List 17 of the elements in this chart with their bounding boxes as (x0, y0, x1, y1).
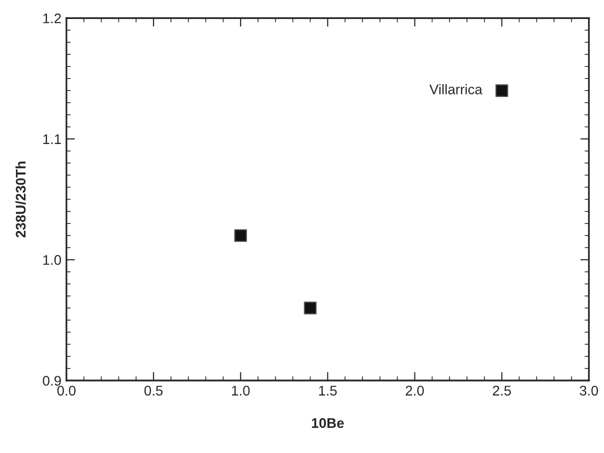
x-tick-label: 2.0 (406, 386, 424, 396)
y-tick-label: 1.0 (43, 255, 62, 265)
point (304, 302, 317, 314)
annotation: Villarrica (429, 84, 482, 94)
x-tick-label: 1.0 (232, 386, 250, 396)
x-tick-label: 2.5 (492, 386, 511, 396)
y-tick-label: 1.1 (43, 134, 61, 144)
y-axis-title: 238U/230Th (15, 162, 26, 238)
point (234, 229, 247, 242)
x-axis-title: 10Be (312, 418, 344, 428)
x-tick-label: 0.0 (57, 386, 76, 396)
x-tick-label: 1.5 (319, 386, 337, 396)
point (495, 84, 508, 97)
y-tick-label: 0.9 (42, 376, 61, 386)
x-tick-label: 0.5 (144, 386, 163, 396)
y-tick-label: 1.2 (43, 13, 61, 24)
x-tick-label: 3.0 (580, 386, 598, 396)
